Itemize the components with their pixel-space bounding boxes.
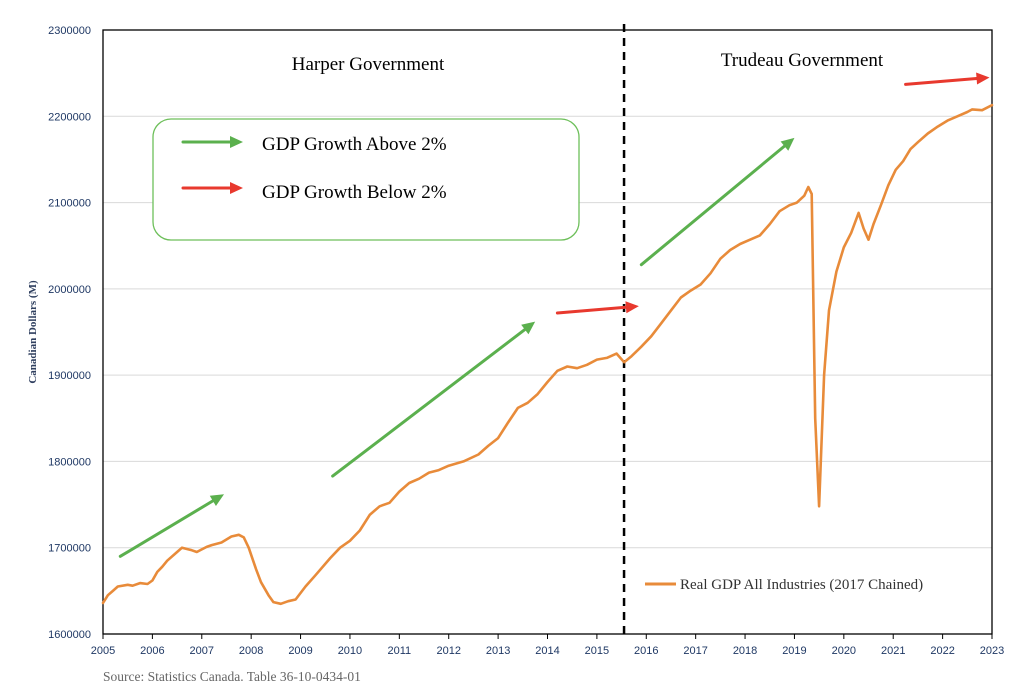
y-tick-label: 2100000 bbox=[48, 198, 91, 210]
red-trend-arrow bbox=[904, 72, 990, 86]
legend: Real GDP All Industries (2017 Chained) bbox=[645, 577, 923, 593]
x-tick-label: 2018 bbox=[733, 645, 757, 657]
arrow-shape bbox=[181, 182, 243, 194]
x-tick-label: 2009 bbox=[288, 645, 312, 657]
y-tick-label: 2300000 bbox=[48, 25, 91, 37]
y-tick-label: 2200000 bbox=[48, 111, 91, 123]
x-tick-label: 2023 bbox=[980, 645, 1004, 657]
arrow-shaft bbox=[555, 305, 628, 315]
x-axis-ticks: 2005 2006 2007 2008 2009 2010 2011 2012 2013 2014… bbox=[91, 634, 1004, 657]
arrow-head bbox=[209, 494, 225, 507]
x-tick-label: 2014 bbox=[535, 645, 559, 657]
arrow-head bbox=[230, 136, 243, 148]
x-tick-label: 2011 bbox=[388, 645, 412, 657]
growth-key-box: GDP Growth Above 2% GDP Growth Below 2% bbox=[152, 118, 580, 241]
x-tick-label: 2005 bbox=[91, 645, 115, 657]
green-trend-arrow bbox=[639, 137, 795, 267]
x-tick-label: 2017 bbox=[683, 645, 707, 657]
legend-label: Real GDP All Industries (2017 Chained) bbox=[680, 577, 923, 593]
arrow-shaft bbox=[639, 144, 786, 267]
x-tick-label: 2020 bbox=[832, 645, 856, 657]
red-arrow-icon bbox=[181, 182, 243, 194]
y-tick-label: 2000000 bbox=[48, 284, 91, 296]
x-tick-label: 2016 bbox=[634, 645, 658, 657]
arrow-shaft bbox=[331, 328, 527, 478]
x-tick-label: 2013 bbox=[486, 645, 510, 657]
arrow-head bbox=[625, 301, 639, 314]
arrow-head bbox=[976, 72, 990, 85]
trend-arrows bbox=[118, 72, 990, 558]
trudeau-government-label: Trudeau Government bbox=[721, 50, 884, 71]
series-layer bbox=[101, 103, 994, 606]
arrow-shaft bbox=[904, 77, 979, 86]
x-tick-label: 2022 bbox=[930, 645, 954, 657]
x-tick-label: 2008 bbox=[239, 645, 263, 657]
red-trend-arrow bbox=[555, 301, 639, 315]
arrow-head bbox=[230, 182, 243, 194]
arrow-head bbox=[521, 321, 536, 335]
green-trend-arrow bbox=[331, 321, 536, 478]
series-line-real-gdp bbox=[101, 103, 994, 606]
x-tick-label: 2021 bbox=[881, 645, 905, 657]
y-tick-label: 1600000 bbox=[48, 629, 91, 641]
growth-above-label: GDP Growth Above 2% bbox=[262, 134, 447, 155]
y-tick-label: 1700000 bbox=[48, 543, 91, 555]
gridlines bbox=[103, 115, 992, 549]
x-tick-label: 2019 bbox=[782, 645, 806, 657]
growth-key-frame bbox=[152, 118, 580, 241]
source-note: Source: Statistics Canada. Table 36-10-0… bbox=[103, 669, 361, 684]
x-tick-label: 2010 bbox=[338, 645, 362, 657]
x-tick-label: 2012 bbox=[436, 645, 460, 657]
growth-below-label: GDP Growth Below 2% bbox=[262, 182, 447, 203]
green-arrow-icon bbox=[181, 136, 243, 148]
y-tick-label: 1900000 bbox=[48, 370, 91, 382]
arrow-head bbox=[780, 137, 795, 151]
x-tick-label: 2006 bbox=[140, 645, 164, 657]
y-axis-label: Canadian Dollars (M) bbox=[27, 280, 39, 384]
x-tick-label: 2007 bbox=[190, 645, 214, 657]
arrow-shape bbox=[181, 136, 243, 148]
x-tick-label: 2015 bbox=[585, 645, 609, 657]
y-tick-label: 1800000 bbox=[48, 456, 91, 468]
y-axis-ticks: 1600000 1700000 1800000 1900000 2000000 21000… bbox=[48, 25, 91, 641]
harper-government-label: Harper Government bbox=[292, 54, 445, 75]
arrow-shaft bbox=[118, 499, 215, 558]
green-trend-arrow bbox=[118, 494, 225, 558]
